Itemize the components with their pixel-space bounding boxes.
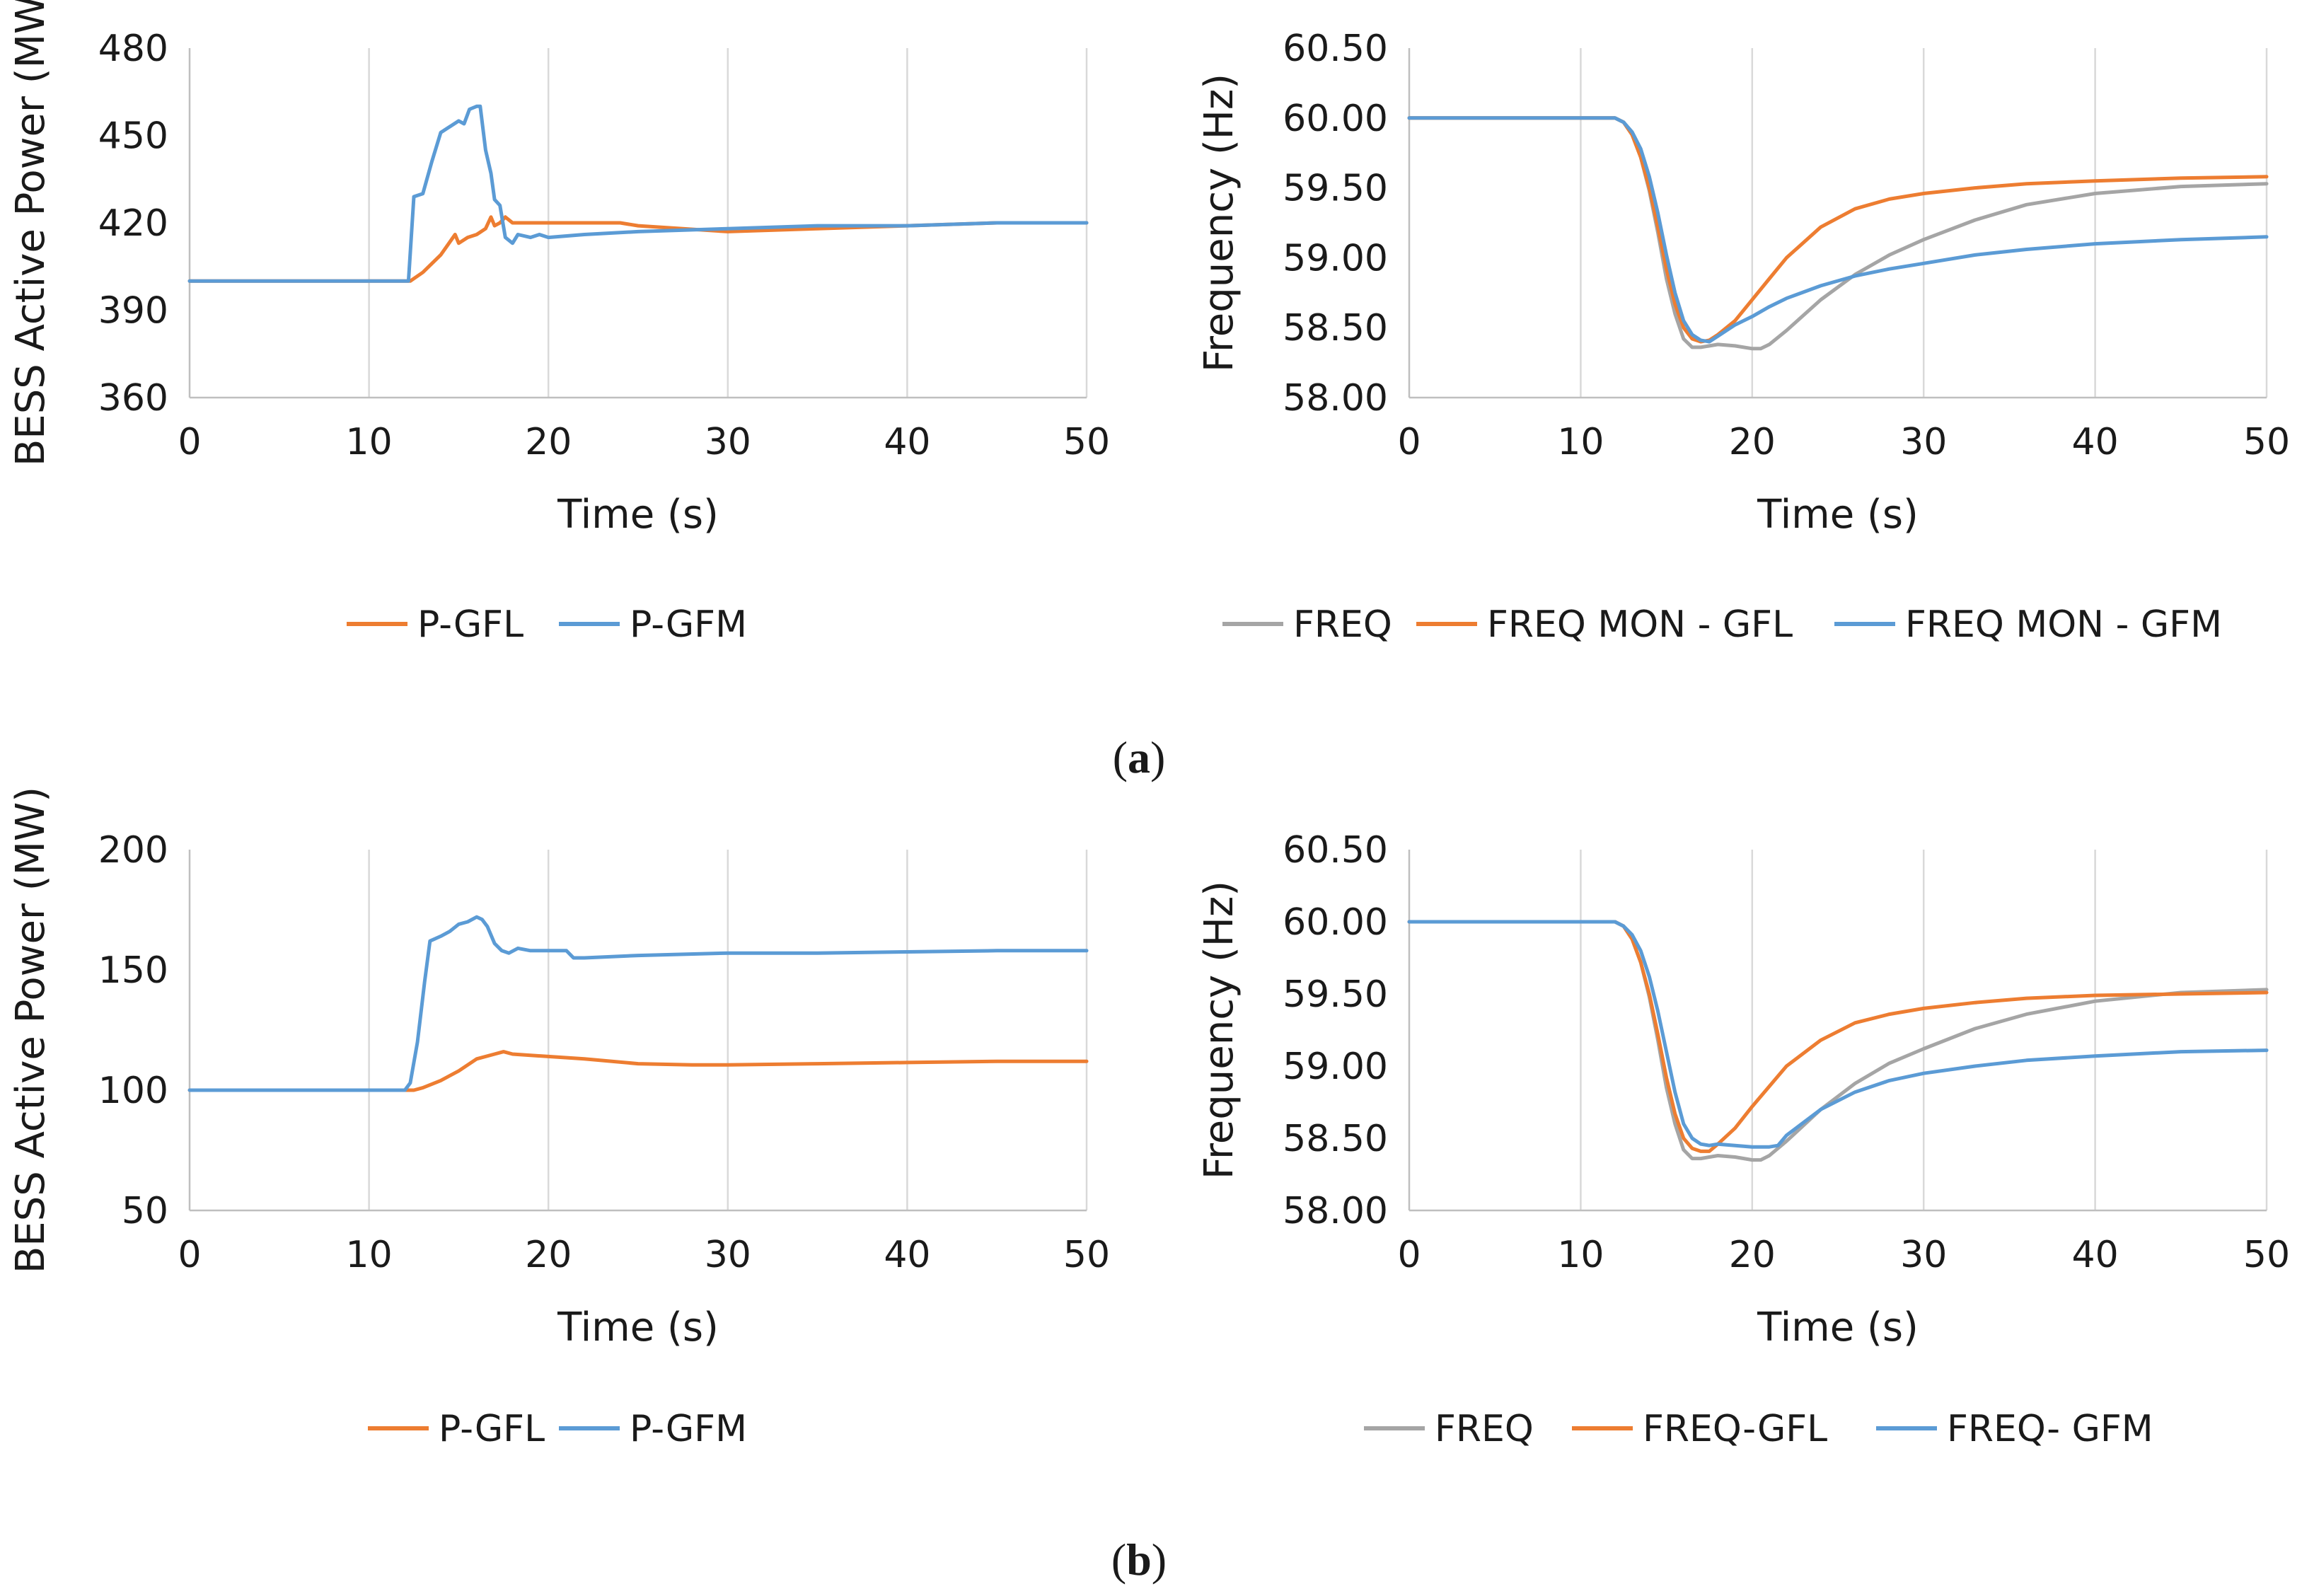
y-tick-label: 420 — [98, 202, 168, 245]
panel-label-a: (a) — [1113, 732, 1166, 782]
series-line-p-gfl — [187, 215, 1089, 283]
legend-entry: P-GFM — [630, 1408, 747, 1450]
y-tick-label: 200 — [98, 829, 168, 872]
y-tick-label: 360 — [98, 377, 168, 420]
legend-entry: FREQ MON - GFL — [1487, 603, 1793, 646]
x-tick-label: 40 — [2072, 421, 2119, 463]
y-tick-label: 390 — [98, 290, 168, 332]
y-tick-label: 60.50 — [1283, 28, 1388, 70]
x-tick-label: 0 — [1397, 421, 1421, 463]
y-axis-title: BESS Active Power (MW) — [8, 787, 54, 1273]
y-tick-label: 59.00 — [1283, 237, 1388, 279]
x-tick-label: 30 — [705, 421, 751, 463]
x-tick-label: 50 — [2243, 1234, 2290, 1276]
x-tick-label: 30 — [1900, 421, 1947, 463]
x-tick-label: 0 — [178, 1234, 201, 1276]
y-tick-label: 58.00 — [1283, 1190, 1388, 1232]
chart-b-power: 0 10 20 30 40 50 50 100 150 200 Time (s) BESS Activ… — [8, 787, 1110, 1450]
x-tick-label: 30 — [1900, 1234, 1947, 1276]
series-line-freq-gfm — [1407, 920, 2269, 1149]
legend-entry: FREQ-GFL — [1643, 1408, 1827, 1450]
y-tick-label: 60.50 — [1283, 829, 1388, 872]
legend-entry: P-GFL — [417, 603, 524, 646]
legend-entry: P-GFL — [439, 1408, 545, 1450]
y-tick-label: 58.50 — [1283, 1118, 1388, 1160]
x-tick-label: 50 — [1063, 1234, 1110, 1276]
y-axis-title: Frequency (Hz) — [1196, 74, 1242, 372]
x-tick-label: 30 — [705, 1234, 751, 1276]
panel-label-b: (b) — [1111, 1534, 1167, 1585]
y-tick-label: 59.00 — [1283, 1046, 1388, 1088]
x-tick-label: 40 — [884, 421, 930, 463]
x-tick-label: 10 — [1557, 1234, 1604, 1276]
y-tick-label: 450 — [98, 115, 168, 158]
legend-entry: FREQ MON - GFM — [1905, 603, 2222, 646]
legend-entry: P-GFM — [630, 603, 747, 646]
y-tick-label: 58.00 — [1283, 377, 1388, 420]
y-tick-label: 50 — [122, 1190, 168, 1232]
legend-entry: FREQ — [1293, 603, 1392, 646]
y-tick-label: 480 — [98, 28, 168, 70]
x-tick-label: 40 — [884, 1234, 930, 1276]
y-tick-label: 150 — [98, 949, 168, 992]
x-axis-title: Time (s) — [1757, 492, 1919, 538]
x-axis-title: Time (s) — [557, 492, 719, 538]
x-axis-title: Time (s) — [1757, 1305, 1919, 1351]
x-tick-label: 40 — [2072, 1234, 2119, 1276]
chart-a-freq: 0 10 20 30 40 50 58.00 58.50 59.00 59.50 60.00 60.5… — [1196, 28, 2290, 646]
y-tick-label: 60.00 — [1283, 901, 1388, 944]
x-tick-label: 20 — [1729, 421, 1776, 463]
chart-a-power: 0 10 20 30 40 50 360 390 420 450 480 Time (s) BESS A… — [8, 0, 1110, 646]
y-axis-title: BESS Active Power (MW) — [8, 0, 54, 466]
y-tick-label: 100 — [98, 1070, 168, 1112]
x-tick-label: 0 — [178, 421, 201, 463]
series-line-freq-mon-gfm — [1407, 116, 2269, 344]
y-tick-label: 59.50 — [1283, 168, 1388, 210]
legend-entry: FREQ- GFM — [1947, 1408, 2153, 1450]
series-line-p-gfm — [187, 104, 1089, 283]
y-tick-label: 58.50 — [1283, 307, 1388, 349]
chart-b-freq: 0 10 20 30 40 50 58.00 58.50 59.00 59.50 60.00 60.5… — [1196, 829, 2290, 1450]
x-tick-label: 10 — [346, 421, 393, 463]
x-axis-title: Time (s) — [557, 1305, 719, 1351]
x-tick-label: 0 — [1397, 1234, 1421, 1276]
x-tick-label: 20 — [525, 1234, 572, 1276]
y-tick-label: 59.50 — [1283, 973, 1388, 1016]
x-tick-label: 10 — [1557, 421, 1604, 463]
y-axis-title: Frequency (Hz) — [1196, 881, 1242, 1179]
series-line-p-gfm — [187, 915, 1089, 1092]
y-tick-label: 60.00 — [1283, 98, 1388, 140]
x-tick-label: 20 — [1729, 1234, 1776, 1276]
x-tick-label: 50 — [2243, 421, 2290, 463]
series-line-p-gfl — [187, 1050, 1089, 1092]
x-tick-label: 50 — [1063, 421, 1110, 463]
x-tick-label: 20 — [525, 421, 572, 463]
legend-entry: FREQ — [1435, 1408, 1534, 1450]
x-tick-label: 10 — [346, 1234, 393, 1276]
